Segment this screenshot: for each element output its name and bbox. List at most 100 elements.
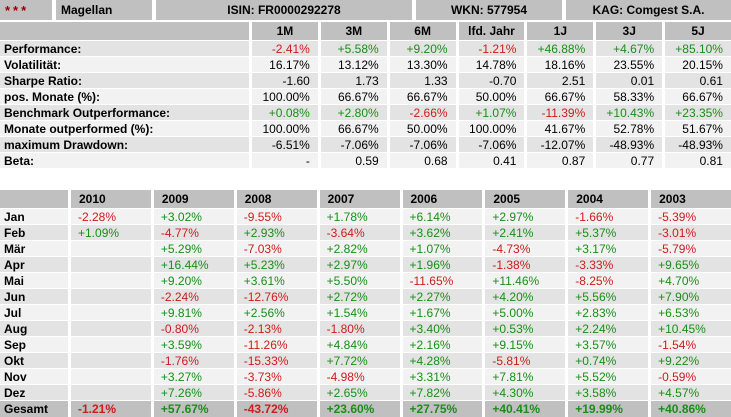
month-row-label: Jun bbox=[0, 289, 68, 304]
month-value-cell bbox=[71, 321, 151, 336]
period-column-header: 6M bbox=[389, 22, 456, 40]
monthly-returns-table: 2010 2009 2008 2007 2006 2005 2004 2003 Jan -2.28… bbox=[0, 190, 731, 417]
month-value-cell: +6.14% bbox=[402, 209, 483, 224]
month-value-cell: +1.07% bbox=[402, 241, 483, 256]
month-value-cell: +16.44% bbox=[153, 257, 234, 272]
fund-isin: ISIN: FR0000292278 bbox=[156, 0, 412, 20]
month-value-cell: +4.20% bbox=[485, 289, 566, 304]
month-value-cell: +7.82% bbox=[402, 385, 483, 400]
stat-value-cell: 0.41 bbox=[458, 153, 525, 168]
month-value-cell: -1.76% bbox=[153, 353, 234, 368]
stat-value-cell: -0.70 bbox=[458, 73, 525, 88]
total-value-cell: -43.72% bbox=[236, 401, 317, 417]
year-column-header: 2005 bbox=[485, 190, 566, 208]
month-value-cell: -0.80% bbox=[153, 321, 234, 336]
period-column-header: 5J bbox=[665, 22, 731, 40]
month-value-cell: +4.57% bbox=[651, 385, 731, 400]
stat-value-cell: 0.68 bbox=[389, 153, 456, 168]
month-value-cell: +4.84% bbox=[319, 337, 400, 352]
stat-row-label: Benchmark Outperformance: bbox=[0, 105, 249, 120]
monthly-corner-cell bbox=[0, 190, 68, 208]
month-value-cell: +1.09% bbox=[71, 225, 151, 240]
month-value-cell: +4.70% bbox=[651, 273, 731, 288]
stat-value-cell: 66.67% bbox=[527, 89, 594, 104]
stat-row-label: pos. Monate (%): bbox=[0, 89, 249, 104]
month-row-label: Sep bbox=[0, 337, 68, 352]
month-value-cell: -15.33% bbox=[236, 353, 317, 368]
stat-value-cell: 50.00% bbox=[389, 121, 456, 136]
period-column-header: 1J bbox=[527, 22, 594, 40]
month-value-cell: -1.54% bbox=[651, 337, 731, 352]
stat-value-cell: 66.67% bbox=[389, 89, 456, 104]
month-value-cell: -3.64% bbox=[319, 225, 400, 240]
stat-value-cell: 0.87 bbox=[527, 153, 594, 168]
stats-corner-cell bbox=[0, 22, 249, 40]
stat-value-cell: 1.33 bbox=[389, 73, 456, 88]
month-value-cell: +9.22% bbox=[651, 353, 731, 368]
month-value-cell: +2.41% bbox=[485, 225, 566, 240]
stat-value-cell: 13.12% bbox=[320, 57, 387, 72]
month-value-cell: -11.65% bbox=[402, 273, 483, 288]
month-value-cell: -0.59% bbox=[651, 369, 731, 384]
fund-name: Magellan bbox=[56, 0, 152, 20]
month-value-cell: +0.74% bbox=[568, 353, 649, 368]
stat-value-cell: 13.30% bbox=[389, 57, 456, 72]
month-value-cell: -4.73% bbox=[485, 241, 566, 256]
total-row-label: Gesamt bbox=[0, 401, 68, 417]
month-value-cell: +7.26% bbox=[153, 385, 234, 400]
month-value-cell: -1.80% bbox=[319, 321, 400, 336]
month-value-cell: +2.97% bbox=[319, 257, 400, 272]
month-value-cell: +2.93% bbox=[236, 225, 317, 240]
month-value-cell: +3.02% bbox=[153, 209, 234, 224]
month-value-cell: -2.28% bbox=[71, 209, 151, 224]
period-column-header: 3M bbox=[320, 22, 387, 40]
total-value-cell: -1.21% bbox=[71, 401, 151, 417]
month-row-label: Dez bbox=[0, 385, 68, 400]
month-value-cell: +3.27% bbox=[153, 369, 234, 384]
month-row-label: Aug bbox=[0, 321, 68, 336]
total-value-cell: +23.60% bbox=[319, 401, 400, 417]
stat-value-cell: -48.93% bbox=[596, 137, 663, 152]
year-column-header: 2004 bbox=[568, 190, 649, 208]
month-value-cell: +6.53% bbox=[651, 305, 731, 320]
month-value-cell bbox=[71, 369, 151, 384]
month-value-cell: -1.66% bbox=[568, 209, 649, 224]
month-value-cell: -9.55% bbox=[236, 209, 317, 224]
month-value-cell: -4.98% bbox=[319, 369, 400, 384]
month-value-cell: +5.52% bbox=[568, 369, 649, 384]
stat-value-cell: +5.58% bbox=[320, 41, 387, 56]
month-row-label: Nov bbox=[0, 369, 68, 384]
stat-value-cell: +46.88% bbox=[527, 41, 594, 56]
stat-value-cell: 66.67% bbox=[665, 89, 731, 104]
month-value-cell: +7.72% bbox=[319, 353, 400, 368]
stat-value-cell: -12.07% bbox=[527, 137, 594, 152]
stat-value-cell: 18.16% bbox=[527, 57, 594, 72]
stat-value-cell: 100.00% bbox=[252, 121, 318, 136]
month-value-cell bbox=[71, 337, 151, 352]
month-value-cell: +3.40% bbox=[402, 321, 483, 336]
month-value-cell: +5.56% bbox=[568, 289, 649, 304]
period-column-header: lfd. Jahr bbox=[458, 22, 525, 40]
stat-row-label: Volatilität: bbox=[0, 57, 249, 72]
stat-value-cell: 52.78% bbox=[596, 121, 663, 136]
month-value-cell: +2.16% bbox=[402, 337, 483, 352]
stat-value-cell: 66.67% bbox=[320, 89, 387, 104]
month-row-label: Jan bbox=[0, 209, 68, 224]
month-value-cell: -1.38% bbox=[485, 257, 566, 272]
stat-value-cell: -2.41% bbox=[252, 41, 318, 56]
stat-value-cell: 100.00% bbox=[252, 89, 318, 104]
month-value-cell: -5.86% bbox=[236, 385, 317, 400]
stat-row-label: Monate outperformed (%): bbox=[0, 121, 249, 136]
month-value-cell: +11.46% bbox=[485, 273, 566, 288]
stat-value-cell: -11.39% bbox=[527, 105, 594, 120]
stat-value-cell: 66.67% bbox=[320, 121, 387, 136]
month-value-cell bbox=[71, 257, 151, 272]
stat-value-cell: 16.17% bbox=[252, 57, 318, 72]
month-value-cell: +3.17% bbox=[568, 241, 649, 256]
stat-value-cell: -7.06% bbox=[458, 137, 525, 152]
year-column-header: 2007 bbox=[319, 190, 400, 208]
stat-row-label: Performance: bbox=[0, 41, 249, 56]
month-value-cell: -7.03% bbox=[236, 241, 317, 256]
month-value-cell: +5.23% bbox=[236, 257, 317, 272]
